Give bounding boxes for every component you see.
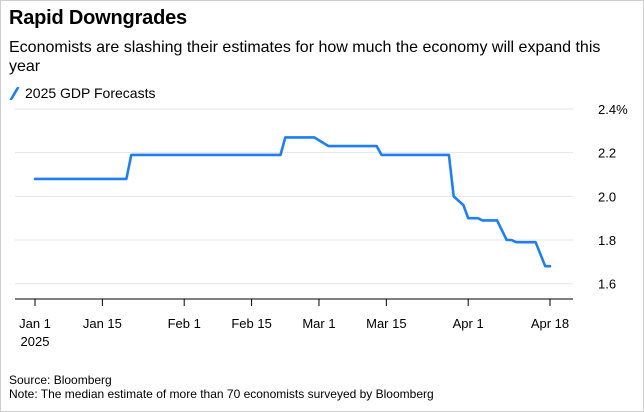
y-tick-label: 2.4%: [598, 102, 628, 117]
legend-label: 2025 GDP Forecasts: [25, 85, 156, 101]
y-tick-label: 1.6: [598, 277, 616, 292]
x-tick-sublabel: 2025: [21, 334, 50, 349]
footnote: Note: The median estimate of more than 7…: [9, 387, 434, 401]
x-tick-label: Apr 1: [453, 316, 484, 331]
x-tick-label: Mar 1: [302, 316, 335, 331]
x-tick-label: Feb 1: [168, 316, 201, 331]
gridlines: [15, 108, 573, 285]
chart-subtitle: Economists are slashing their estimates …: [9, 39, 601, 75]
x-axis: Jan 1 2025 Jan 15 Feb 1 Feb 15 Mar 1 Mar 15 Apr…: [15, 298, 573, 349]
x-tick-label: Feb 15: [231, 316, 271, 331]
x-tick-label: Jan 1: [19, 316, 51, 331]
series-line-gdp-forecast: [33, 136, 552, 268]
x-tick-label: Apr 18: [531, 316, 569, 331]
legend: 2025 GDP Forecasts: [9, 85, 155, 101]
y-tick-label: 2.2: [598, 146, 616, 161]
x-tick-label: Jan 15: [83, 316, 122, 331]
x-tick-label: Mar 15: [366, 316, 406, 331]
y-tick-label: 1.8: [598, 233, 616, 248]
chart-title: Rapid Downgrades: [9, 7, 187, 29]
y-tick-label: 2.0: [598, 189, 616, 204]
source-note: Source: Bloomberg: [9, 373, 112, 387]
series-layer: [33, 136, 552, 268]
y-axis: 2.4% 2.2 2.0 1.8 1.6: [598, 102, 628, 292]
